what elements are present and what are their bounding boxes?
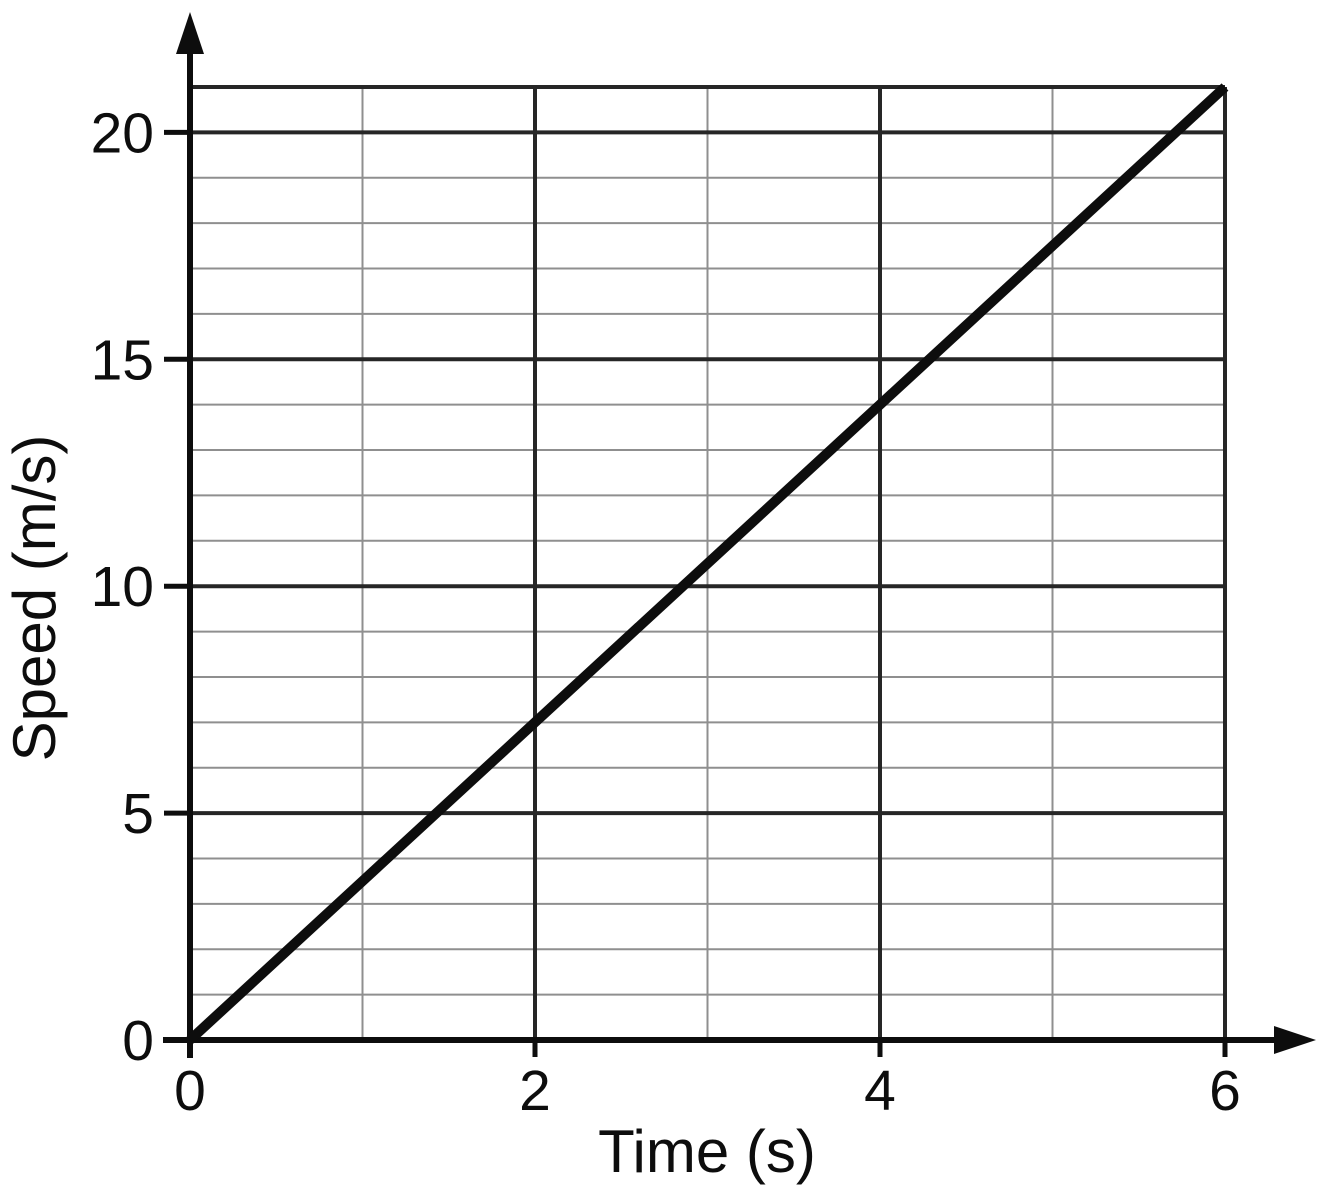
y-tick-label: 10 (91, 555, 154, 619)
y-tick-label: 5 (122, 782, 154, 846)
y-tick-label: 15 (91, 328, 154, 392)
tick-marks (164, 129, 1228, 1057)
x-tick-label: 2 (519, 1059, 551, 1123)
y-tick-label: 20 (91, 101, 154, 165)
y-axis-arrowhead (176, 12, 204, 54)
x-tick-label: 6 (1209, 1059, 1241, 1123)
axes (163, 12, 1316, 1058)
y-axis-title: Speed (m/s) (1, 435, 68, 762)
tick-labels: 0 2 4 6 0 5 10 15 20 (91, 101, 1241, 1123)
data-line-group (186, 83, 1229, 1044)
x-tick-label: 4 (864, 1059, 896, 1123)
major-gridlines (190, 85, 1227, 1040)
x-axis-title: Time (s) (598, 1118, 816, 1185)
x-axis-arrowhead (1274, 1026, 1316, 1054)
data-line (186, 83, 1229, 1044)
y-tick-label: 0 (122, 1009, 154, 1073)
x-tick-label: 0 (174, 1059, 206, 1123)
